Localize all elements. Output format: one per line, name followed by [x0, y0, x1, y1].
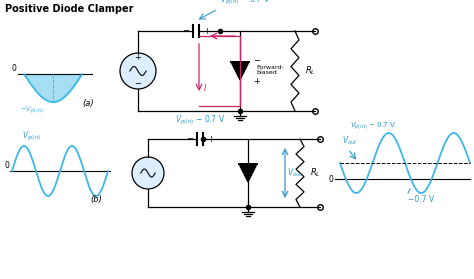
Text: 0: 0: [328, 174, 333, 184]
Text: −0.7 V: −0.7 V: [408, 195, 434, 204]
Polygon shape: [239, 164, 257, 182]
Text: Forward-
biased: Forward- biased: [256, 65, 283, 75]
Text: +: +: [135, 54, 141, 62]
Text: 0: 0: [4, 161, 9, 170]
Circle shape: [132, 157, 164, 189]
Circle shape: [120, 53, 156, 89]
Text: 0: 0: [11, 64, 16, 73]
Text: (b): (b): [90, 195, 102, 204]
Text: −: −: [182, 27, 189, 35]
Text: $V_{out}$: $V_{out}$: [287, 167, 303, 179]
Polygon shape: [231, 62, 249, 80]
Text: Positive Diode Clamper: Positive Diode Clamper: [5, 4, 134, 14]
Text: I: I: [204, 84, 207, 93]
Text: +: +: [203, 27, 210, 35]
Text: −: −: [186, 134, 193, 143]
Text: $V_{out}$: $V_{out}$: [342, 134, 358, 147]
Text: $R_L$: $R_L$: [305, 65, 316, 77]
Text: −: −: [135, 80, 142, 88]
Text: $R_L$: $R_L$: [310, 167, 321, 179]
Text: (a): (a): [82, 99, 94, 108]
Text: $V_{p(in)}$ − 0.7 V: $V_{p(in)}$ − 0.7 V: [175, 114, 225, 127]
Text: +: +: [207, 134, 214, 143]
Text: $-V_{p(in)}$: $-V_{p(in)}$: [20, 104, 44, 115]
Text: −: −: [253, 57, 260, 66]
Text: $V_{p(in)}$ − 0.7 V: $V_{p(in)}$ − 0.7 V: [350, 120, 396, 131]
Text: +: +: [253, 76, 260, 85]
Text: $V_{p(in)}$ − 0.7 V: $V_{p(in)}$ − 0.7 V: [220, 0, 270, 7]
Text: $V_{p(in)}$: $V_{p(in)}$: [22, 130, 41, 143]
